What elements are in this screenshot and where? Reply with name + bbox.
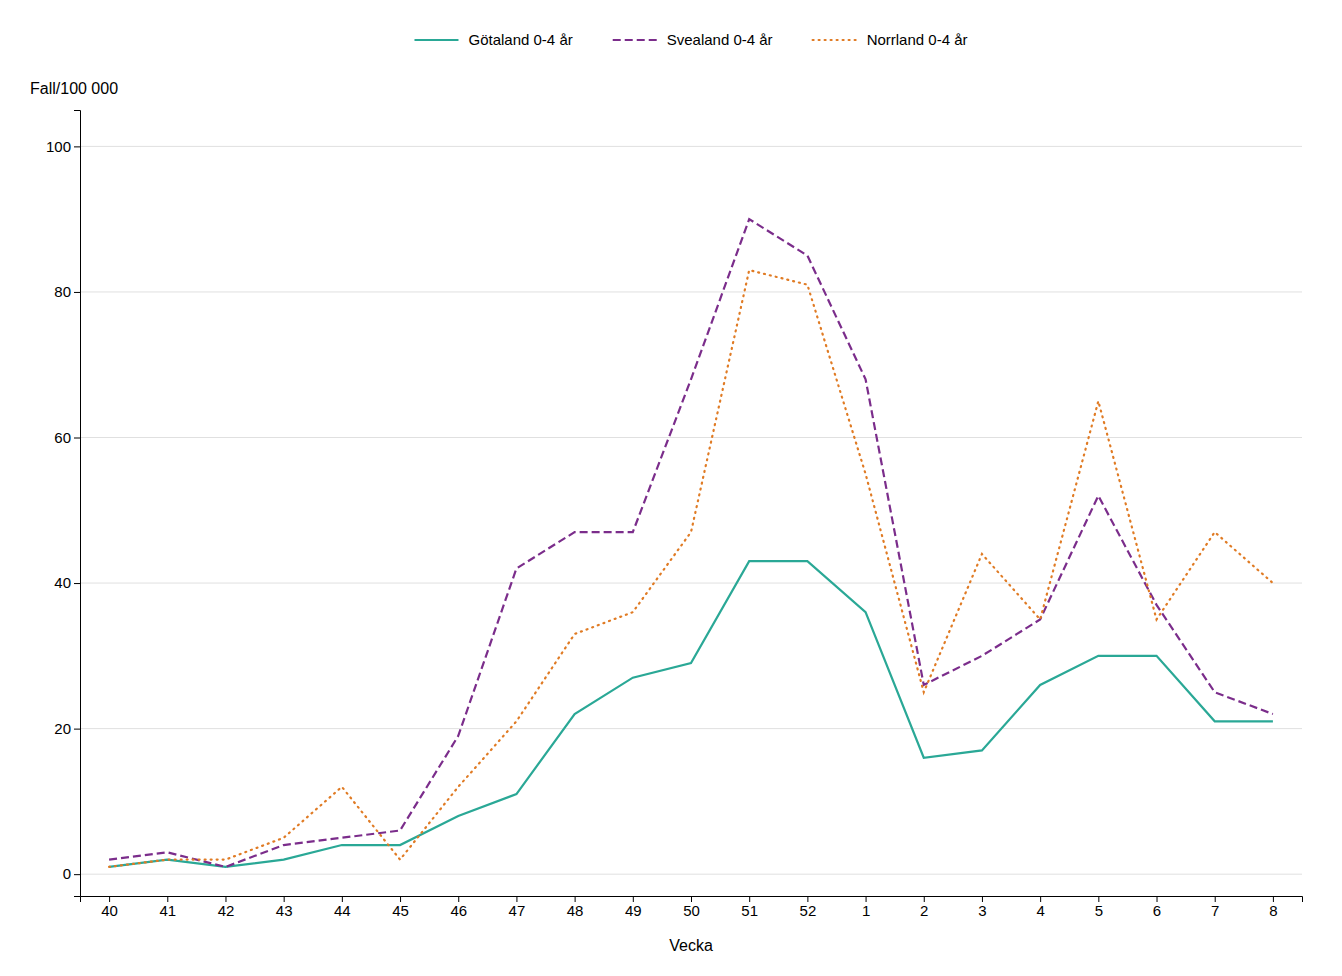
y-axis: 0 20 40 60 80 100: [46, 111, 81, 897]
tick: 45: [392, 896, 409, 919]
tick: 0: [63, 865, 80, 882]
legend-swatch: [414, 39, 458, 41]
tick: 46: [450, 896, 467, 919]
tick: 3: [978, 896, 986, 919]
tick-label: 41: [159, 902, 176, 919]
tick-mark: [74, 729, 80, 730]
tick: 41: [159, 896, 176, 919]
legend-item: Götaland 0-4 år: [414, 31, 572, 48]
chart: 0204060801004041424344454647484950515212…: [0, 0, 1342, 976]
tick: 51: [741, 896, 758, 919]
tick-mark: [74, 874, 80, 875]
x-axis: 4041424344454647484950515212345678: [81, 896, 1303, 919]
tick-label: 40: [101, 902, 118, 919]
legend: Götaland 0-4 år Svealand 0-4 år Norrland 0…: [414, 31, 967, 48]
grid: [80, 146, 1302, 874]
tick-label: 46: [450, 902, 467, 919]
grid-line: [80, 874, 1302, 875]
tick: 6: [1153, 896, 1161, 919]
tick: 60: [54, 429, 80, 446]
tick: 80: [54, 283, 80, 300]
tick: 49: [625, 896, 642, 919]
tick-label: 1: [862, 902, 870, 919]
tick: 40: [54, 574, 80, 591]
grid-line: [80, 437, 1302, 438]
tick-label: 3: [978, 902, 986, 919]
lines: [109, 219, 1273, 867]
tick-label: 8: [1269, 902, 1277, 919]
legend-item: Norrland 0-4 år: [813, 31, 968, 48]
tick-mark: [74, 146, 80, 147]
axis-line: [74, 111, 81, 897]
legend-item: Svealand 0-4 år: [613, 31, 773, 48]
tick: 44: [334, 896, 351, 919]
tick: 40: [101, 896, 118, 919]
tick-label: 44: [334, 902, 351, 919]
legend-label: Götaland 0-4 år: [468, 31, 572, 48]
tick-label: 60: [54, 429, 71, 446]
tick: 5: [1095, 896, 1103, 919]
tick: 7: [1211, 896, 1219, 919]
series-line: [109, 219, 1273, 867]
x-axis-title: Vecka: [669, 937, 713, 954]
legend-swatch: [613, 39, 657, 41]
tick-label: 47: [509, 902, 526, 919]
y-axis-title: Fall/100 000: [30, 80, 118, 97]
tick-label: 43: [276, 902, 293, 919]
tick: 1: [862, 896, 870, 919]
tick: 4: [1036, 896, 1044, 919]
tick-label: 48: [567, 902, 584, 919]
series-line: [109, 270, 1273, 867]
tick: 100: [46, 138, 80, 155]
tick-label: 40: [54, 574, 71, 591]
tick: 20: [54, 720, 80, 737]
grid-line: [80, 583, 1302, 584]
legend-label: Norrland 0-4 år: [867, 31, 968, 48]
tick-label: 2: [920, 902, 928, 919]
tick-mark: [74, 438, 80, 439]
tick-label: 42: [218, 902, 235, 919]
tick-label: 45: [392, 902, 409, 919]
tick-mark: [74, 583, 80, 584]
tick-label: 6: [1153, 902, 1161, 919]
tick-label: 0: [63, 865, 71, 882]
tick: 42: [218, 896, 235, 919]
tick-label: 4: [1036, 902, 1044, 919]
tick-label: 5: [1095, 902, 1103, 919]
legend-label: Svealand 0-4 år: [667, 31, 773, 48]
tick: 52: [800, 896, 817, 919]
grid-line: [80, 291, 1302, 292]
tick-label: 51: [741, 902, 758, 919]
grid-line: [80, 146, 1302, 147]
tick-mark: [74, 292, 80, 293]
tick: 2: [920, 896, 928, 919]
series-line: [109, 561, 1273, 867]
plot: 0204060801004041424344454647484950515212…: [30, 80, 1303, 954]
tick-label: 52: [800, 902, 817, 919]
tick-label: 7: [1211, 902, 1219, 919]
tick-label: 80: [54, 283, 71, 300]
tick-label: 50: [683, 902, 700, 919]
tick-label: 49: [625, 902, 642, 919]
tick: 48: [567, 896, 584, 919]
tick-label: 20: [54, 720, 71, 737]
tick: 43: [276, 896, 293, 919]
tick: 47: [509, 896, 526, 919]
grid-line: [80, 728, 1302, 729]
tick-label: 100: [46, 138, 71, 155]
legend-swatch: [813, 39, 857, 41]
tick: 50: [683, 896, 700, 919]
tick: 8: [1269, 896, 1277, 919]
